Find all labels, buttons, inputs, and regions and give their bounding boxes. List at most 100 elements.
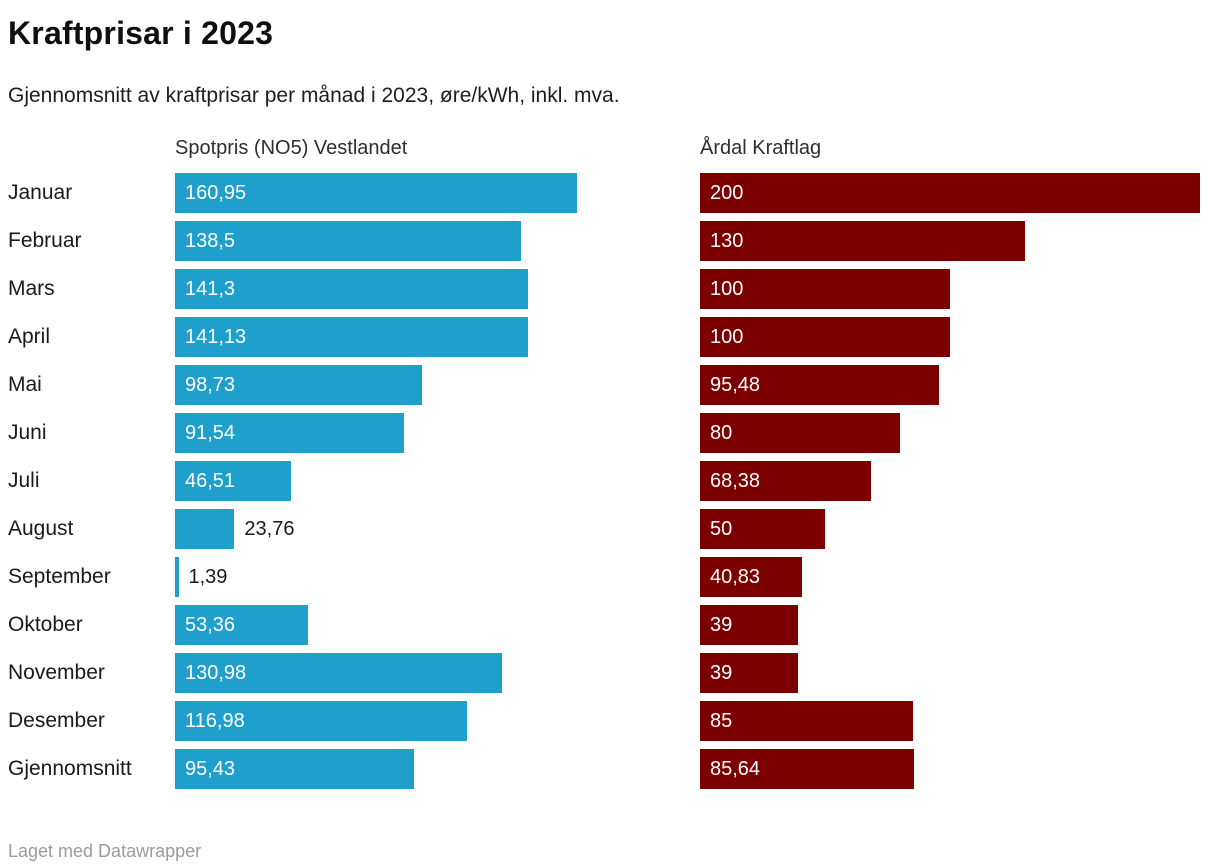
category-label: November: [8, 661, 105, 684]
bar-series1: 95,43: [175, 749, 414, 789]
bar-cell-series2: 95,48: [700, 365, 1200, 405]
series1-header: Spotpris (NO5) Vestlandet: [175, 137, 408, 159]
bar-chart: Spotpris (NO5) Vestlandet Årdal Kraftlag…: [8, 137, 1200, 789]
bar-cell-series2: 80: [700, 413, 1200, 453]
bar-series1: 141,13: [175, 317, 528, 357]
chart-row: Juli 46,51 68,38: [8, 461, 1200, 501]
bar-series1: 91,54: [175, 413, 404, 453]
bar-series1: 46,51: [175, 461, 292, 501]
value-label: 95,43: [185, 757, 236, 780]
value-label: 130,98: [185, 661, 247, 684]
chart-row: Gjennomsnitt 95,43 85,64: [8, 749, 1200, 789]
bar-series1: [175, 557, 179, 597]
bar-cell-series1: 160,95: [175, 173, 700, 213]
bar-cell-series2: 40,83: [700, 557, 1200, 597]
bar-cell-series1: 23,76: [175, 509, 700, 549]
bar-series1: 141,3: [175, 269, 529, 309]
value-label: 39: [710, 613, 733, 636]
bar-series2: 100: [700, 269, 950, 309]
bar-series2: 80: [700, 413, 900, 453]
bar-series2: 68,38: [700, 461, 871, 501]
category-label: Juni: [8, 421, 47, 444]
value-label: 141,3: [185, 277, 236, 300]
chart-subtitle: Gjennomsnitt av kraftprisar per månad i …: [8, 84, 620, 107]
category-label: August: [8, 517, 74, 540]
value-label: 68,38: [710, 469, 761, 492]
chart-row: Mars 141,3 100: [8, 269, 1200, 309]
value-label: 116,98: [185, 709, 245, 732]
bar-cell-series2: 68,38: [700, 461, 1200, 501]
bar-series2: 85: [700, 701, 913, 741]
value-label: 40,83: [710, 565, 761, 588]
chart-row: August 23,76 50: [8, 509, 1200, 549]
category-label: Januar: [8, 181, 73, 204]
series2-header: Årdal Kraftlag: [700, 137, 822, 159]
category-label: Mai: [8, 373, 42, 396]
bar-series1: 130,98: [175, 653, 503, 693]
value-label: 1,39: [188, 565, 228, 588]
bar-cell-series1: 91,54: [175, 413, 700, 453]
category-label: Gjennomsnitt: [8, 757, 132, 780]
value-label: 39: [710, 661, 733, 684]
column-headers: Spotpris (NO5) Vestlandet Årdal Kraftlag: [8, 137, 1200, 160]
chart-row: Februar 138,5 130: [8, 221, 1200, 261]
bar-series2: 50: [700, 509, 825, 549]
bar-series2: 100: [700, 317, 950, 357]
value-label: 100: [710, 277, 744, 300]
bar-cell-series2: 39: [700, 605, 1200, 645]
category-label: Mars: [8, 277, 55, 300]
chart-row: Januar 160,95 200: [8, 173, 1200, 213]
bar-series2: 39: [700, 605, 798, 645]
category-label: Februar: [8, 229, 82, 252]
bar-series1: 98,73: [175, 365, 422, 405]
chart-row: April 141,13 100: [8, 317, 1200, 357]
value-label: 100: [710, 325, 744, 348]
bar-cell-series2: 200: [700, 173, 1200, 213]
bar-cell-series2: 50: [700, 509, 1200, 549]
value-label: 85,64: [710, 757, 761, 780]
bar-cell-series1: 138,5: [175, 221, 700, 261]
category-label: September: [8, 565, 111, 588]
bar-cell-series2: 130: [700, 221, 1200, 261]
bar-cell-series1: 141,3: [175, 269, 700, 309]
bar-cell-series2: 85,64: [700, 749, 1200, 789]
value-label: 160,95: [185, 181, 247, 204]
value-label: 130: [710, 229, 744, 252]
value-label: 46,51: [185, 469, 236, 492]
bar-series2: 40,83: [700, 557, 803, 597]
chart-row: Mai 98,73 95,48: [8, 365, 1200, 405]
category-label: Desember: [8, 709, 105, 732]
bar-series1: 160,95: [175, 173, 578, 213]
category-label: Oktober: [8, 613, 83, 636]
value-label: 53,36: [185, 613, 236, 636]
page-title: Kraftprisar i 2023: [8, 15, 274, 51]
chart-row: Desember 116,98 85: [8, 701, 1200, 741]
value-label: 91,54: [185, 421, 236, 444]
value-label: 50: [710, 517, 733, 540]
value-label: 80: [710, 421, 733, 444]
chart-row: Juni 91,54 80: [8, 413, 1200, 453]
bar-cell-series2: 85: [700, 701, 1200, 741]
bar-cell-series1: 46,51: [175, 461, 700, 501]
chart-row: Oktober 53,36 39: [8, 605, 1200, 645]
bar-cell-series2: 39: [700, 653, 1200, 693]
bar-series2: 39: [700, 653, 798, 693]
value-label: 23,76: [244, 517, 295, 540]
bar-cell-series1: 95,43: [175, 749, 700, 789]
value-label: 85: [710, 709, 733, 732]
bar-series2: 130: [700, 221, 1025, 261]
bar-cell-series1: 53,36: [175, 605, 700, 645]
value-label: 200: [710, 181, 744, 204]
value-label: 98,73: [185, 373, 236, 396]
bar-series2: 200: [700, 173, 1200, 213]
datawrapper-attribution[interactable]: Laget med Datawrapper: [8, 841, 202, 861]
value-label: 95,48: [710, 373, 761, 396]
bar-series2: 95,48: [700, 365, 939, 405]
bar-cell-series1: 1,39: [175, 557, 700, 597]
value-label: 138,5: [185, 229, 236, 252]
bar-cell-series2: 100: [700, 317, 1200, 357]
bar-cell-series1: 116,98: [175, 701, 700, 741]
bar-series1: 138,5: [175, 221, 522, 261]
category-label: Juli: [8, 469, 40, 492]
